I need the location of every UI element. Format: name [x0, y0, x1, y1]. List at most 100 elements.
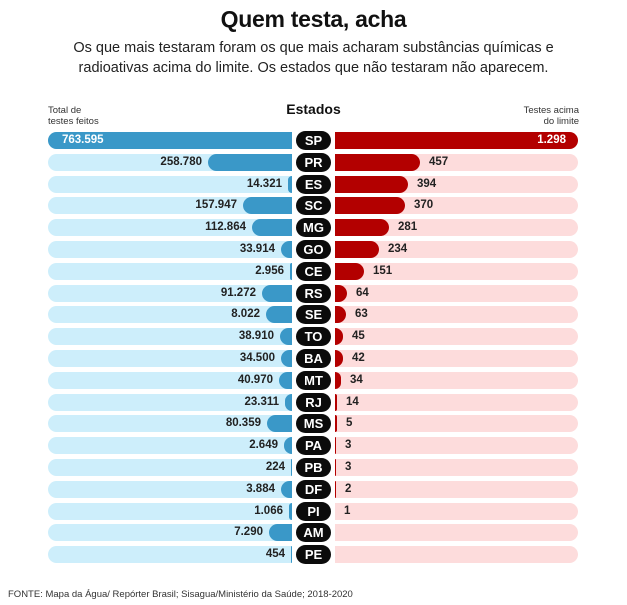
tests-track — [48, 132, 292, 149]
tests-track — [48, 349, 292, 367]
above-limit-bar — [335, 393, 337, 411]
chart-rows: 763.595 SP 1.298 258.780 PR 457 14.321 ES 394 157… — [0, 131, 627, 567]
tests-bar — [243, 197, 292, 215]
tests-bar — [290, 262, 292, 280]
tests-value: 454 — [265, 548, 285, 561]
tests-track — [48, 458, 292, 476]
tests-bar — [291, 546, 292, 564]
above-limit-track — [335, 502, 578, 520]
above-limit-track — [335, 437, 578, 455]
above-limit-bar — [335, 371, 341, 389]
state-badge: MS — [296, 414, 331, 434]
above-limit-bar — [335, 262, 364, 280]
above-limit-value: 394 — [417, 177, 437, 190]
left-header-line2: testes feitos — [48, 116, 99, 127]
above-limit-track — [335, 415, 578, 433]
tests-value: 34.500 — [239, 351, 275, 364]
tests-track — [48, 546, 292, 564]
tests-bar — [279, 371, 292, 389]
tests-bar — [267, 415, 292, 433]
tests-track — [48, 175, 292, 193]
right-column-header: Testes acima do limite — [524, 105, 579, 127]
tests-value: 33.914 — [239, 242, 275, 255]
above-limit-value: 281 — [398, 221, 418, 234]
state-badge: PA — [296, 436, 331, 456]
table-row: 3.884 DF 2 — [0, 479, 627, 502]
state-badge: PR — [296, 152, 331, 172]
state-badge: MT — [296, 370, 331, 390]
tests-bar — [280, 328, 292, 346]
above-limit-track — [335, 393, 578, 411]
table-row: 80.359 MS 5 — [0, 414, 627, 436]
state-badge: CE — [296, 261, 331, 281]
above-limit-track — [335, 546, 578, 564]
above-limit-bar — [335, 175, 408, 193]
above-limit-value: 45 — [352, 330, 365, 343]
above-limit-value: 234 — [388, 242, 408, 255]
above-limit-value: 14 — [346, 395, 359, 408]
table-row: 7.290 AM — [0, 523, 627, 545]
above-limit-value: 3 — [345, 460, 352, 473]
tests-track — [48, 153, 292, 171]
tests-value: 91.272 — [220, 286, 256, 299]
above-limit-track — [335, 524, 578, 542]
tests-bar — [281, 349, 292, 367]
state-badge: RJ — [296, 392, 331, 412]
tests-bar — [288, 175, 292, 193]
tests-value: 2.649 — [249, 439, 278, 452]
above-limit-value: 42 — [352, 351, 365, 364]
above-limit-bar — [335, 284, 347, 302]
tests-value: 2.956 — [255, 264, 284, 277]
above-limit-value: 1 — [344, 504, 351, 517]
table-row: 2.649 PA 3 — [0, 436, 627, 458]
table-row: 38.910 TO 45 — [0, 327, 627, 349]
above-limit-track — [335, 349, 578, 367]
tests-track — [48, 240, 292, 258]
tests-track — [48, 480, 292, 498]
tests-value: 112.864 — [205, 221, 246, 234]
state-badge: PI — [296, 501, 331, 521]
right-header-line2: do limite — [543, 116, 579, 127]
state-badge: SP — [296, 131, 331, 150]
left-header-line1: Total de — [48, 105, 82, 116]
tests-track — [48, 437, 292, 455]
right-header-line1: Testes acima — [523, 105, 579, 116]
above-limit-track — [335, 306, 578, 324]
tests-value: 38.910 — [238, 330, 274, 343]
tests-track — [48, 502, 292, 520]
tests-value: 14.321 — [246, 177, 282, 190]
chart-title: Quem testa, acha — [220, 6, 407, 32]
tests-bar — [281, 240, 292, 258]
above-limit-value: 64 — [356, 286, 369, 299]
above-limit-track — [335, 175, 578, 193]
tests-bar — [285, 393, 292, 411]
table-row: 33.914 GO 234 — [0, 239, 627, 262]
above-limit-value: 34 — [350, 373, 363, 386]
tests-value: 224 — [265, 460, 285, 473]
state-badge: ES — [296, 174, 331, 194]
above-limit-value: 1.298 — [537, 134, 566, 146]
above-limit-track — [335, 458, 578, 476]
above-limit-track — [335, 328, 578, 346]
tests-track — [48, 284, 292, 302]
table-row: 8.022 SE 63 — [0, 305, 627, 327]
table-row: 258.780 PR 457 — [0, 152, 627, 175]
tests-bar — [284, 437, 292, 455]
table-row: 91.272 RS 64 — [0, 283, 627, 306]
above-limit-track — [335, 153, 578, 171]
tests-bar — [252, 219, 292, 237]
above-limit-value: 63 — [355, 308, 368, 321]
above-limit-track — [335, 480, 578, 498]
tests-track — [48, 371, 292, 389]
tests-bar — [291, 458, 292, 476]
tests-bar — [48, 132, 292, 149]
tests-bar — [289, 502, 292, 520]
above-limit-bar — [335, 328, 343, 346]
above-limit-bar — [335, 197, 405, 215]
tests-bar — [269, 524, 292, 542]
state-badge: PE — [296, 545, 331, 565]
tests-bar — [281, 480, 292, 498]
state-badge: GO — [296, 239, 331, 259]
tests-bar — [208, 153, 292, 171]
chart-subtitle: Os que mais testaram foram os que mais a… — [73, 40, 554, 76]
